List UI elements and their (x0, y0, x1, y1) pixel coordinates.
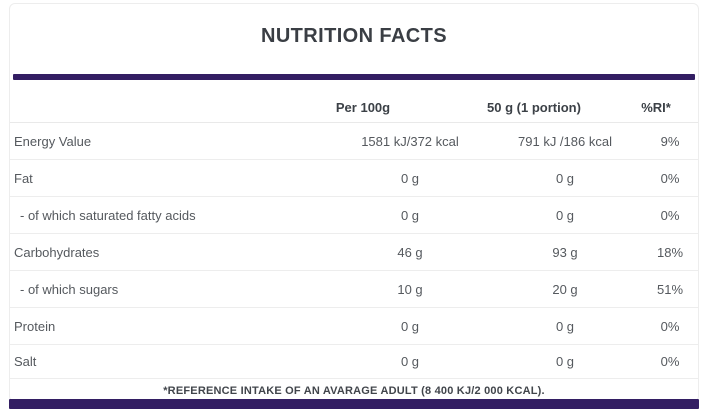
table-body: Energy Value 1581 kJ/372 kcal 791 kJ /186 … (10, 123, 698, 379)
panel-title: NUTRITION FACTS (261, 25, 447, 47)
table-row: Fat 0 g 0 g 0% (10, 160, 698, 197)
value-per-100g: 0 g (400, 354, 420, 369)
value-per-100g: 0 g (400, 170, 420, 186)
value-ri-percent: 9% (660, 133, 680, 149)
value-per-portion: 0 g (555, 170, 575, 186)
row-label: Fat (14, 170, 33, 186)
value-ri-percent: 0% (660, 318, 680, 334)
value-per-portion: 0 g (555, 207, 575, 223)
table-row: Protein 0 g 0 g 0% (10, 308, 698, 345)
table-row: Salt 0 g 0 g 0% (10, 345, 698, 379)
value-per-portion: 0 g (555, 354, 575, 369)
row-label: Energy Value (14, 133, 92, 149)
value-ri-percent: 51% (656, 281, 684, 297)
value-per-100g: 10 g (397, 281, 423, 297)
nutrition-facts-panel: NUTRITION FACTS Per 100g 50 g (1 portion… (9, 3, 699, 402)
table-row: Energy Value 1581 kJ/372 kcal 791 kJ /186 … (10, 123, 698, 160)
table-row: Carbohydrates 46 g 93 g 18% (10, 234, 698, 271)
value-per-portion: 791 kJ /186 kcal (518, 133, 612, 149)
row-label: - of which saturated fatty acids (20, 207, 196, 223)
value-per-portion: 0 g (555, 318, 575, 334)
value-per-portion: 20 g (552, 281, 578, 297)
column-header-per-100g: Per 100g (335, 99, 391, 115)
nutrition-table: Per 100g 50 g (1 portion) %RI* Energy Va… (10, 92, 698, 379)
value-ri-percent: 0% (660, 354, 680, 369)
column-header-ri-percent: %RI* (641, 99, 671, 115)
value-per-100g: 1581 kJ/372 kcal (361, 133, 459, 149)
table-row: - of which sugars 10 g 20 g 51% (10, 271, 698, 308)
value-per-portion: 93 g (552, 244, 578, 260)
row-label: - of which sugars (20, 281, 119, 297)
top-accent-bar (13, 74, 695, 80)
value-ri-percent: 18% (656, 244, 684, 260)
table-header-row: Per 100g 50 g (1 portion) %RI* (10, 92, 698, 123)
row-label: Protein (14, 318, 56, 334)
value-per-100g: 0 g (400, 318, 420, 334)
row-label: Salt (14, 354, 37, 369)
value-per-100g: 0 g (400, 207, 420, 223)
value-per-100g: 46 g (397, 244, 423, 260)
reference-intake-footnote: *REFERENCE INTAKE OF AN AVARAGE ADULT (8… (163, 385, 545, 397)
value-ri-percent: 0% (660, 170, 680, 186)
bottom-accent-bar (9, 399, 699, 409)
column-header-portion: 50 g (1 portion) (487, 99, 581, 115)
table-row: - of which saturated fatty acids 0 g 0 g 0% (10, 197, 698, 234)
value-ri-percent: 0% (660, 207, 680, 223)
row-label: Carbohydrates (14, 244, 100, 260)
